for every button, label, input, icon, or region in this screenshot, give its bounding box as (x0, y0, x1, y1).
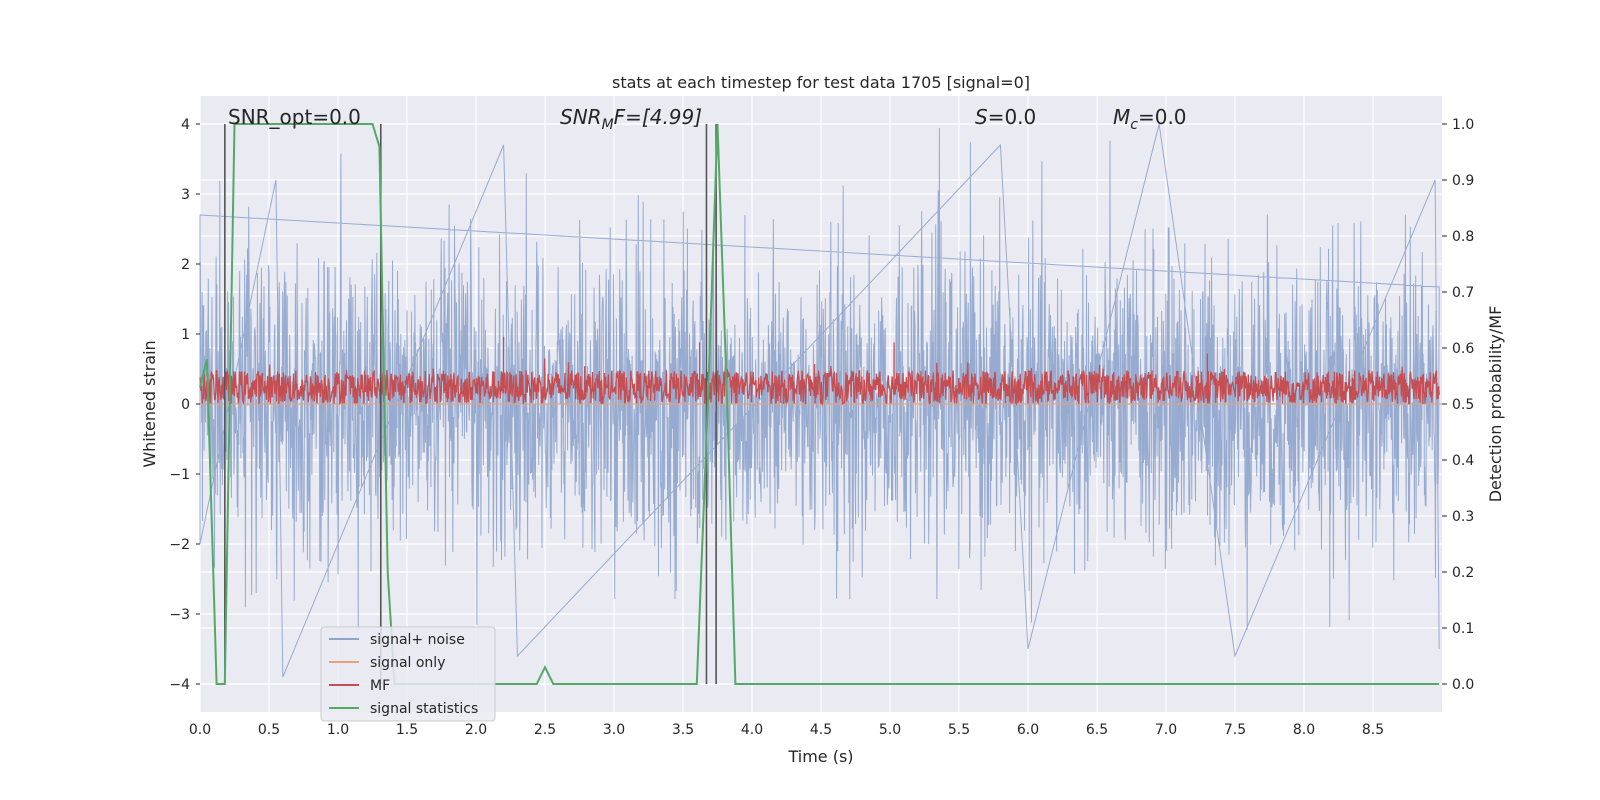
legend-box (320, 626, 496, 722)
y-tick-label-left: 4 (181, 117, 190, 133)
y-tick-label-right: 1.0 (1452, 117, 1474, 133)
series-mf (199, 336, 1440, 407)
annotation-snr-mf-rest-italic: F=[4.99] (614, 105, 702, 129)
x-tick-label: 7.0 (1155, 722, 1177, 738)
x-tick-label: 4.0 (741, 722, 763, 738)
x-tick-label: 5.0 (879, 722, 901, 738)
x-tick-label: 8.0 (1293, 722, 1315, 738)
y-tick-label-right: 0.0 (1452, 677, 1474, 693)
axis-ticks: 0.0 0.5 1.0 1.5 2.0 2.5 3.0 3.5 4.0 4.5 5.0 5.5 6.0 6… (169, 117, 1474, 738)
y-tick-label-right: 0.3 (1452, 509, 1474, 525)
y-tick-label-right: 0.1 (1452, 621, 1474, 637)
annotation-s-main: S (975, 105, 988, 129)
x-tick-label: 7.5 (1224, 722, 1246, 738)
x-tick-label: 0.0 (189, 722, 211, 738)
x-tick-label: 3.5 (672, 722, 694, 738)
x-tick-label: 0.5 (258, 722, 280, 738)
annotation-s: S=0.0 (975, 105, 1036, 129)
x-tick-label: 1.0 (327, 722, 349, 738)
annotation-mc: Mc=0.0 (1113, 105, 1187, 133)
x-tick-label: 2.0 (465, 722, 487, 738)
y-tick-label-right: 0.4 (1452, 453, 1474, 469)
x-tick-label: 8.5 (1362, 722, 1384, 738)
annotation-s-rest: =0.0 (988, 105, 1037, 129)
annotation-snr-mf: SNRMF=[4.99] (560, 105, 702, 133)
y-axis-label-right: Detection probability/MF (1486, 306, 1505, 503)
annotation-mc-sub: c (1130, 117, 1138, 133)
legend-label-signal-noise: signal+ noise (370, 632, 465, 648)
x-tick-label: 3.0 (603, 722, 625, 738)
x-tick-label: 1.5 (396, 722, 418, 738)
y-tick-label-left: 1 (181, 327, 190, 343)
annotation-mc-rest: =0.0 (1138, 105, 1187, 129)
y-tick-label-right: 0.2 (1452, 565, 1474, 581)
legend-label-signal-statistics: signal statistics (370, 701, 478, 717)
x-tick-label: 2.5 (534, 722, 556, 738)
legend: signal+ noise signal only MF signal stat… (320, 626, 496, 722)
y-tick-label-left: 3 (181, 187, 190, 203)
legend-label-signal-only: signal only (370, 655, 445, 671)
annotation-snr-opt: SNR_opt=0.0 (228, 105, 361, 129)
x-tick-label: 4.5 (810, 722, 832, 738)
y-tick-label-left: −1 (169, 467, 190, 483)
y-tick-label-left: −4 (169, 677, 190, 693)
annotation-snr-mf-sub: M (602, 117, 614, 133)
y-tick-label-right: 0.9 (1452, 173, 1474, 189)
y-tick-label-left: 2 (181, 257, 190, 273)
annotation-snr-mf-main: SNR (560, 105, 602, 129)
y-tick-label-right: 0.5 (1452, 397, 1474, 413)
y-tick-label-left: 0 (181, 397, 190, 413)
y-axis-label-left: Whitened strain (140, 340, 159, 467)
y-tick-label-left: −3 (169, 607, 190, 623)
chart-title: stats at each timestep for test data 170… (612, 73, 1030, 92)
annotation-mc-main: M (1113, 105, 1130, 129)
y-tick-label-right: 0.6 (1452, 341, 1474, 357)
y-tick-label-left: −2 (169, 537, 190, 553)
legend-label-mf: MF (370, 678, 390, 694)
x-axis-label: Time (s) (787, 747, 853, 766)
x-tick-label: 6.0 (1017, 722, 1039, 738)
y-tick-label-right: 0.7 (1452, 285, 1474, 301)
y-tick-label-right: 0.8 (1452, 229, 1474, 245)
x-tick-label: 5.5 (948, 722, 970, 738)
x-tick-label: 6.5 (1086, 722, 1108, 738)
